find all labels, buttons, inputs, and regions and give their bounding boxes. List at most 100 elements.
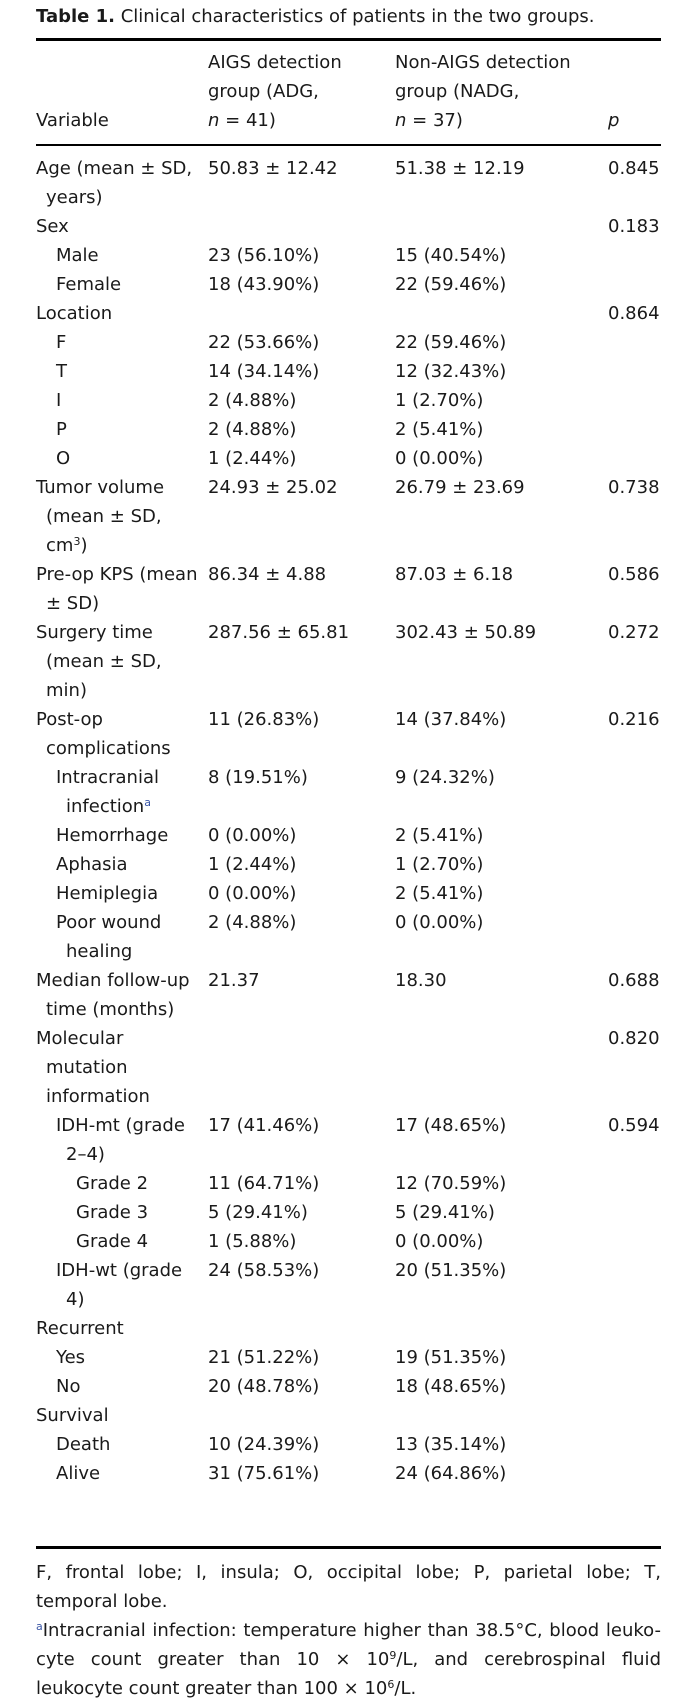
cell-p-value: 0.216 <box>608 709 660 730</box>
table-row: Poor wound healing 2 (4.88%) 0 (0.00%) <box>0 908 680 966</box>
cell-nadg: 87.03 ± 6.18 <box>395 564 514 585</box>
table-caption-text: Clinical characteristics of patients in … <box>120 6 595 27</box>
table-row: Grade 4 1 (5.88%) 0 (0.00%) <box>0 1227 680 1256</box>
cell-p-value: 0.688 <box>608 970 660 991</box>
cell-nadg: 26.79 ± 23.69 <box>395 477 525 498</box>
cell-variable: Molecular mutation information <box>36 1024 206 1111</box>
cell-variable-text: F <box>36 328 206 357</box>
cell-nadg: 2 (5.41%) <box>395 883 484 904</box>
cell-variable-text: O <box>36 444 206 473</box>
cell-variable-text: Grade 3 <box>36 1198 206 1227</box>
cell-variable-text: IDH-wt (grade 4) <box>36 1256 206 1314</box>
cell-variable-text: Age (mean ± SD, years) <box>36 154 206 212</box>
cell-variable: Alive <box>36 1459 206 1488</box>
cell-p-value: 0.183 <box>608 216 660 237</box>
cell-variable-tail: ) <box>80 535 88 556</box>
cell-variable: Median follow-up time (months) <box>36 966 206 1024</box>
cell-variable-label: Molecular mutation information <box>36 1028 150 1107</box>
cell-nadg: 17 (48.65%) <box>395 1115 507 1136</box>
cell-variable-label: Yes <box>56 1347 86 1368</box>
table-body: Age (mean ± SD, years) 50.83 ± 12.42 51.38… <box>0 154 680 1488</box>
cell-nadg: 1 (2.70%) <box>395 390 484 411</box>
cell-adg: 1 (2.44%) <box>208 448 297 469</box>
table-row: Pre-op KPS (mean ± SD) 86.34 ± 4.88 87.03 … <box>0 560 680 618</box>
cell-nadg: 12 (70.59%) <box>395 1173 507 1194</box>
cell-variable: IDH-mt (grade 2–4) <box>36 1111 206 1169</box>
cell-variable: Hemorrhage <box>36 821 206 850</box>
cell-variable-label: Female <box>56 274 122 295</box>
cell-adg: 11 (64.71%) <box>208 1173 320 1194</box>
table-footnotes: F, frontal lobe; I, insula; O, occipital… <box>36 1558 661 1703</box>
cell-variable-text: Grade 2 <box>36 1169 206 1198</box>
table-row: Median follow-up time (months) 21.37 18.30… <box>0 966 680 1024</box>
cell-nadg: 13 (35.14%) <box>395 1434 507 1455</box>
cell-variable-text: Location <box>36 299 206 328</box>
cell-variable-label: Survival <box>36 1405 109 1426</box>
cell-nadg: 20 (51.35%) <box>395 1260 507 1281</box>
cell-adg: 11 (26.83%) <box>208 709 320 730</box>
cell-nadg: 302.43 ± 50.89 <box>395 622 537 643</box>
cell-variable-text: Pre-op KPS (mean ± SD) <box>36 560 206 618</box>
cell-nadg: 22 (59.46%) <box>395 274 507 295</box>
cell-variable-label: Alive <box>56 1463 101 1484</box>
table-row: Intracranial infectiona 8 (19.51%) 9 (24.3… <box>0 763 680 821</box>
cell-variable-text: Intracranial infectiona <box>36 763 206 821</box>
cell-variable-label: P <box>56 419 67 440</box>
cell-variable: Survival <box>36 1401 206 1430</box>
cell-variable-text: Hemorrhage <box>36 821 206 850</box>
cell-variable: Aphasia <box>36 850 206 879</box>
cell-variable-label: IDH-mt (grade 2–4) <box>56 1115 185 1165</box>
cell-adg: 50.83 ± 12.42 <box>208 158 338 179</box>
cell-variable-text: Poor wound healing <box>36 908 206 966</box>
cell-variable-label: Sex <box>36 216 69 237</box>
cell-variable-text: Hemiplegia <box>36 879 206 908</box>
cell-nadg: 0 (0.00%) <box>395 912 484 933</box>
cell-adg: 0 (0.00%) <box>208 825 297 846</box>
cell-variable: Intracranial infectiona <box>36 763 206 821</box>
cell-variable-superscript: 3 <box>73 535 81 548</box>
cell-nadg: 18.30 <box>395 970 447 991</box>
cell-adg: 18 (43.90%) <box>208 274 320 295</box>
table-row: Female 18 (43.90%) 22 (59.46%) <box>0 270 680 299</box>
cell-variable: Surgery time (mean ± SD, min) <box>36 618 206 705</box>
cell-variable-text: I <box>36 386 206 415</box>
cell-p-value: 0.272 <box>608 622 660 643</box>
cell-variable: Poor wound healing <box>36 908 206 966</box>
cell-variable-label: F <box>56 332 67 353</box>
cell-variable: Male <box>36 241 206 270</box>
cell-variable: Death <box>36 1430 206 1459</box>
cell-variable-text: Male <box>36 241 206 270</box>
header-nadg-n: n = 37) <box>395 106 571 135</box>
table-row: Alive 31 (75.61%) 24 (64.86%) <box>0 1459 680 1488</box>
cell-adg: 8 (19.51%) <box>208 767 308 788</box>
cell-variable-label: Post-op complications <box>36 709 171 759</box>
table-row: IDH-wt (grade 4) 24 (58.53%) 20 (51.35%) <box>0 1256 680 1314</box>
cell-variable-text: T <box>36 357 206 386</box>
cell-nadg: 15 (40.54%) <box>395 245 507 266</box>
cell-nadg: 9 (24.32%) <box>395 767 495 788</box>
cell-variable: Sex <box>36 212 206 241</box>
cell-variable-label: I <box>56 390 62 411</box>
cell-variable: O <box>36 444 206 473</box>
header-adg-n: n = 41) <box>208 106 342 135</box>
table-row: Grade 2 11 (64.71%) 12 (70.59%) <box>0 1169 680 1198</box>
table-row: Grade 3 5 (29.41%) 5 (29.41%) <box>0 1198 680 1227</box>
table-top-rule <box>36 38 661 41</box>
cell-adg: 24 (58.53%) <box>208 1260 320 1281</box>
cell-nadg: 24 (64.86%) <box>395 1463 507 1484</box>
cell-variable-label: Surgery time (mean ± SD, min) <box>36 622 162 701</box>
cell-adg: 21 (51.22%) <box>208 1347 320 1368</box>
header-adg-n-value: = 41) <box>219 110 276 131</box>
footnote-a-sup-2: 6 <box>387 1678 395 1691</box>
cell-variable: P <box>36 415 206 444</box>
table-header-rule <box>36 144 661 146</box>
cell-variable-text: P <box>36 415 206 444</box>
table-row: P 2 (4.88%) 2 (5.41%) <box>0 415 680 444</box>
table-row: Yes 21 (51.22%) 19 (51.35%) <box>0 1343 680 1372</box>
cell-p-value: 0.845 <box>608 158 660 179</box>
cell-adg: 2 (4.88%) <box>208 390 297 411</box>
cell-nadg: 18 (48.65%) <box>395 1376 507 1397</box>
table-row: Surgery time (mean ± SD, min) 287.56 ± 65… <box>0 618 680 705</box>
cell-variable-label: Hemiplegia <box>56 883 159 904</box>
